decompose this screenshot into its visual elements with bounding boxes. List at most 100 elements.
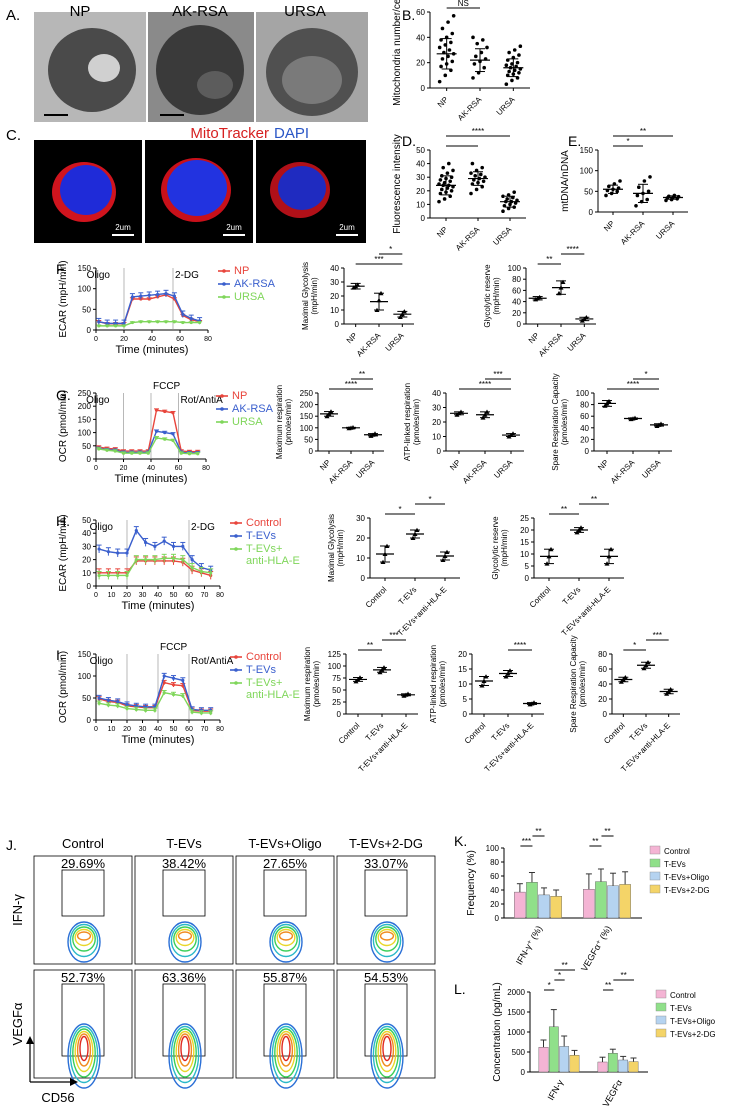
y-tick-label: 10 [330, 306, 339, 315]
data-point [504, 63, 509, 67]
y-tick-label: 100 [486, 844, 500, 853]
x-tick-label: URSA [384, 331, 407, 354]
bar [538, 894, 550, 919]
data-point [437, 45, 442, 50]
flow-contour [79, 1035, 89, 1062]
y-axis-label: Fluorescence intensity [392, 134, 403, 234]
flow-contour [177, 931, 193, 941]
data-point [164, 292, 168, 296]
y-axis-label: Maximum respiration [303, 647, 312, 721]
y-tick-label: 30 [82, 542, 91, 551]
data-point [172, 294, 176, 298]
flow-gate [263, 869, 307, 917]
y-axis-label: OCR (pmol/min) [58, 651, 69, 723]
chart-H2: 0 10 20 30 Maximal Glycolysis (mpH/min) Contro… [327, 495, 460, 638]
y-axis-label: ECAR (mpH/min) [58, 260, 69, 337]
legend-label: Control [664, 847, 690, 856]
y-axis-label: Maximum respiration [275, 385, 284, 459]
flow-plot-frame [134, 855, 234, 965]
y-tick-label: 0 [335, 320, 340, 329]
legend-label: T-EVs+ [246, 543, 282, 555]
bar [607, 1052, 618, 1073]
bar [526, 882, 538, 919]
x-tick-label: 50 [170, 726, 178, 733]
injection-label: FCCP [160, 642, 188, 653]
data-point [97, 573, 101, 578]
data-point [121, 451, 126, 455]
y-tick-label: 10 [432, 433, 441, 442]
significance-label: * [558, 971, 561, 980]
data-point [130, 451, 134, 455]
y-tick-label: 60 [580, 412, 589, 421]
data-point [106, 573, 110, 578]
bar [548, 1026, 559, 1073]
significance-label: ** [592, 837, 598, 846]
chart-I3: 0 5 10 15 20 ATP-linked respiration (pmoles/mi… [429, 641, 544, 774]
panel-letter-H1: H. [56, 513, 70, 529]
y-tick-label: 80 [490, 858, 499, 867]
y-tick-label: 100 [508, 264, 522, 273]
y-tick-label: 250 [78, 389, 92, 398]
flow-contour [170, 1025, 200, 1084]
x-tick-label: AK-RSA [327, 458, 355, 486]
y-tick-label: 0 [437, 447, 442, 456]
flow-contour [168, 1023, 202, 1089]
data-point [171, 411, 175, 415]
flow-contour [177, 1033, 193, 1067]
x-tick-label: NP [436, 95, 450, 109]
data-point [153, 558, 157, 562]
y-tick-label: 15 [520, 538, 529, 547]
x-tick-label: 80 [204, 336, 212, 343]
significance-label: ** [561, 505, 567, 514]
legend-marker [220, 407, 224, 411]
data-point [162, 681, 166, 685]
data-point [450, 59, 455, 64]
x-tick-label: T-EVs [364, 721, 386, 743]
y-axis-label-unit: (pmoles/min) [412, 399, 421, 446]
flow-contour [67, 1023, 101, 1089]
flow-x-label: CD56 [41, 1090, 74, 1105]
data-point [438, 178, 443, 182]
bar [597, 1061, 608, 1073]
flow-contour [375, 926, 399, 952]
x-tick-label: AK-RSA [461, 458, 489, 486]
y-tick-label: 100 [78, 285, 92, 294]
data-point [189, 320, 193, 325]
y-tick-label: 200 [78, 402, 92, 411]
bar [583, 889, 595, 919]
data-point [125, 703, 129, 707]
x-tick-label: 40 [154, 592, 162, 599]
y-axis-label-unit: (pmoles/min) [284, 399, 293, 446]
y-tick-label: 30 [432, 404, 441, 413]
flow-percentage: 29.69% [61, 856, 106, 871]
y-tick-label: 1000 [507, 1028, 525, 1037]
data-point [470, 161, 475, 166]
significance-label: ** [640, 127, 646, 136]
flow-condition-label: T-EVs [166, 836, 202, 851]
panel-letter-E: E. [568, 133, 581, 149]
data-point [517, 71, 521, 75]
panel-letter-D: D. [402, 133, 416, 149]
significance-label: **** [345, 380, 357, 389]
chart-G2: 0 50 100 150 200 250 Maximum respiration (pmole… [275, 370, 384, 485]
x-tick-label: AK-RSA [355, 331, 383, 359]
chart-G1: 0 50 100 150 200 250 OCR (pmol/min) 0 20 40 60 80 Ti… [58, 381, 274, 485]
legend-label: Control [246, 651, 281, 663]
x-tick-label: Control [364, 585, 389, 610]
x-tick-label: 0 [94, 465, 98, 472]
data-point [106, 703, 110, 707]
injection-label: FCCP [153, 381, 181, 392]
x-tick-label: 10 [108, 592, 116, 599]
data-point [440, 57, 445, 61]
data-point [618, 179, 622, 183]
data-point [153, 544, 157, 549]
panel-a-letter: A. [6, 7, 20, 24]
flow-contour [278, 1033, 294, 1067]
x-tick-label: NP [527, 331, 541, 345]
data-point [473, 174, 478, 178]
injection-label: Oligo [86, 395, 110, 406]
data-point [451, 168, 455, 173]
x-tick-label: AK-RSA [619, 219, 647, 247]
chart-I4: 0 20 40 60 80 Spare Respiration Capacity (pmol… [569, 631, 680, 774]
y-arrow-head [26, 1036, 34, 1044]
